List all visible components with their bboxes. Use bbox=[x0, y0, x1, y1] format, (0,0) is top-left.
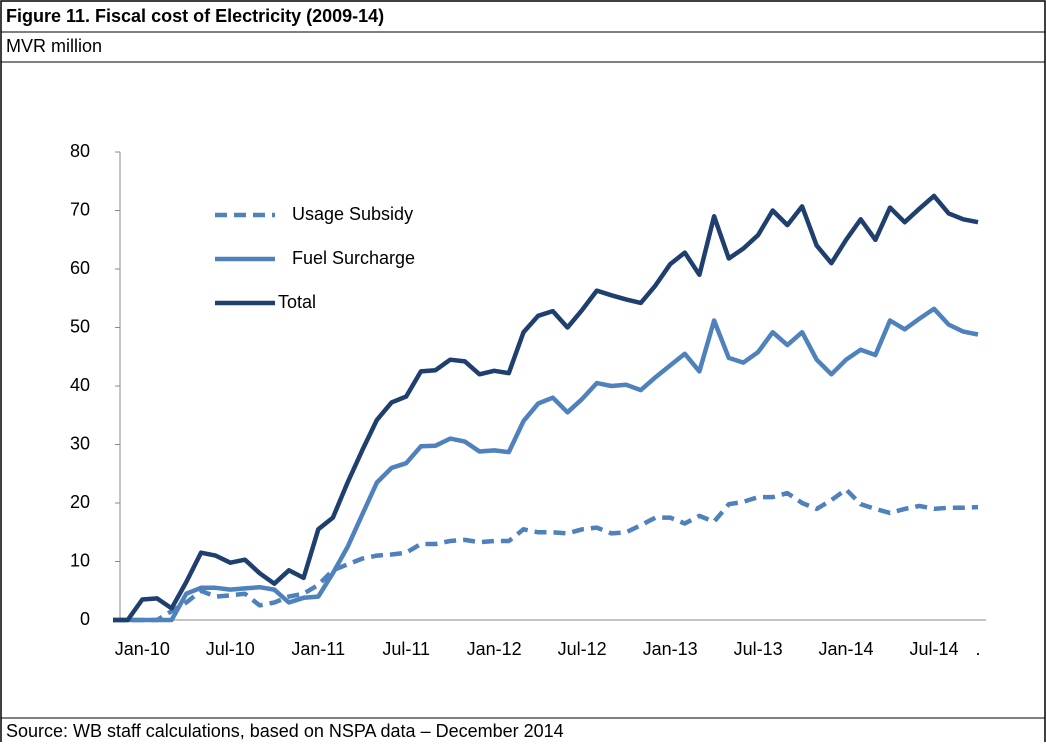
y-tick-label: 60 bbox=[70, 258, 90, 278]
x-tick-label: Jul-13 bbox=[734, 639, 783, 659]
y-tick-label: 70 bbox=[70, 199, 90, 219]
x-tick-label: Jul-10 bbox=[206, 639, 255, 659]
x-tick-label: Jan-10 bbox=[115, 639, 170, 659]
y-tick-label: 0 bbox=[80, 609, 90, 629]
chart-title: Figure 11. Fiscal cost of Electricity (2… bbox=[6, 6, 384, 26]
source: Source: WB staff calculations, based on … bbox=[6, 721, 564, 741]
x-tick-label: . bbox=[975, 639, 980, 659]
y-tick-label: 20 bbox=[70, 492, 90, 512]
y-tick-label: 80 bbox=[70, 141, 90, 161]
y-tick-label: 30 bbox=[70, 433, 90, 453]
x-tick-label: Jul-11 bbox=[382, 639, 430, 659]
series-line bbox=[113, 193, 979, 623]
y-tick-label: 40 bbox=[70, 375, 90, 395]
x-tick-label: Jan-14 bbox=[819, 639, 874, 659]
x-tick-label: Jan-11 bbox=[291, 639, 345, 659]
x-tick-label: Jan-12 bbox=[467, 639, 522, 659]
series-line bbox=[113, 306, 979, 623]
legend-label: Fuel Surcharge bbox=[292, 248, 415, 268]
subtitle: MVR million bbox=[6, 36, 102, 56]
y-tick-label: 10 bbox=[70, 550, 90, 570]
series-line bbox=[113, 487, 979, 623]
x-tick-label: Jul-12 bbox=[558, 639, 607, 659]
x-tick-label: Jan-13 bbox=[643, 639, 698, 659]
legend-label: Total bbox=[278, 292, 316, 312]
x-tick-label: Jul-14 bbox=[910, 639, 959, 659]
legend-label: Usage Subsidy bbox=[292, 204, 413, 224]
y-tick-label: 50 bbox=[70, 316, 90, 336]
